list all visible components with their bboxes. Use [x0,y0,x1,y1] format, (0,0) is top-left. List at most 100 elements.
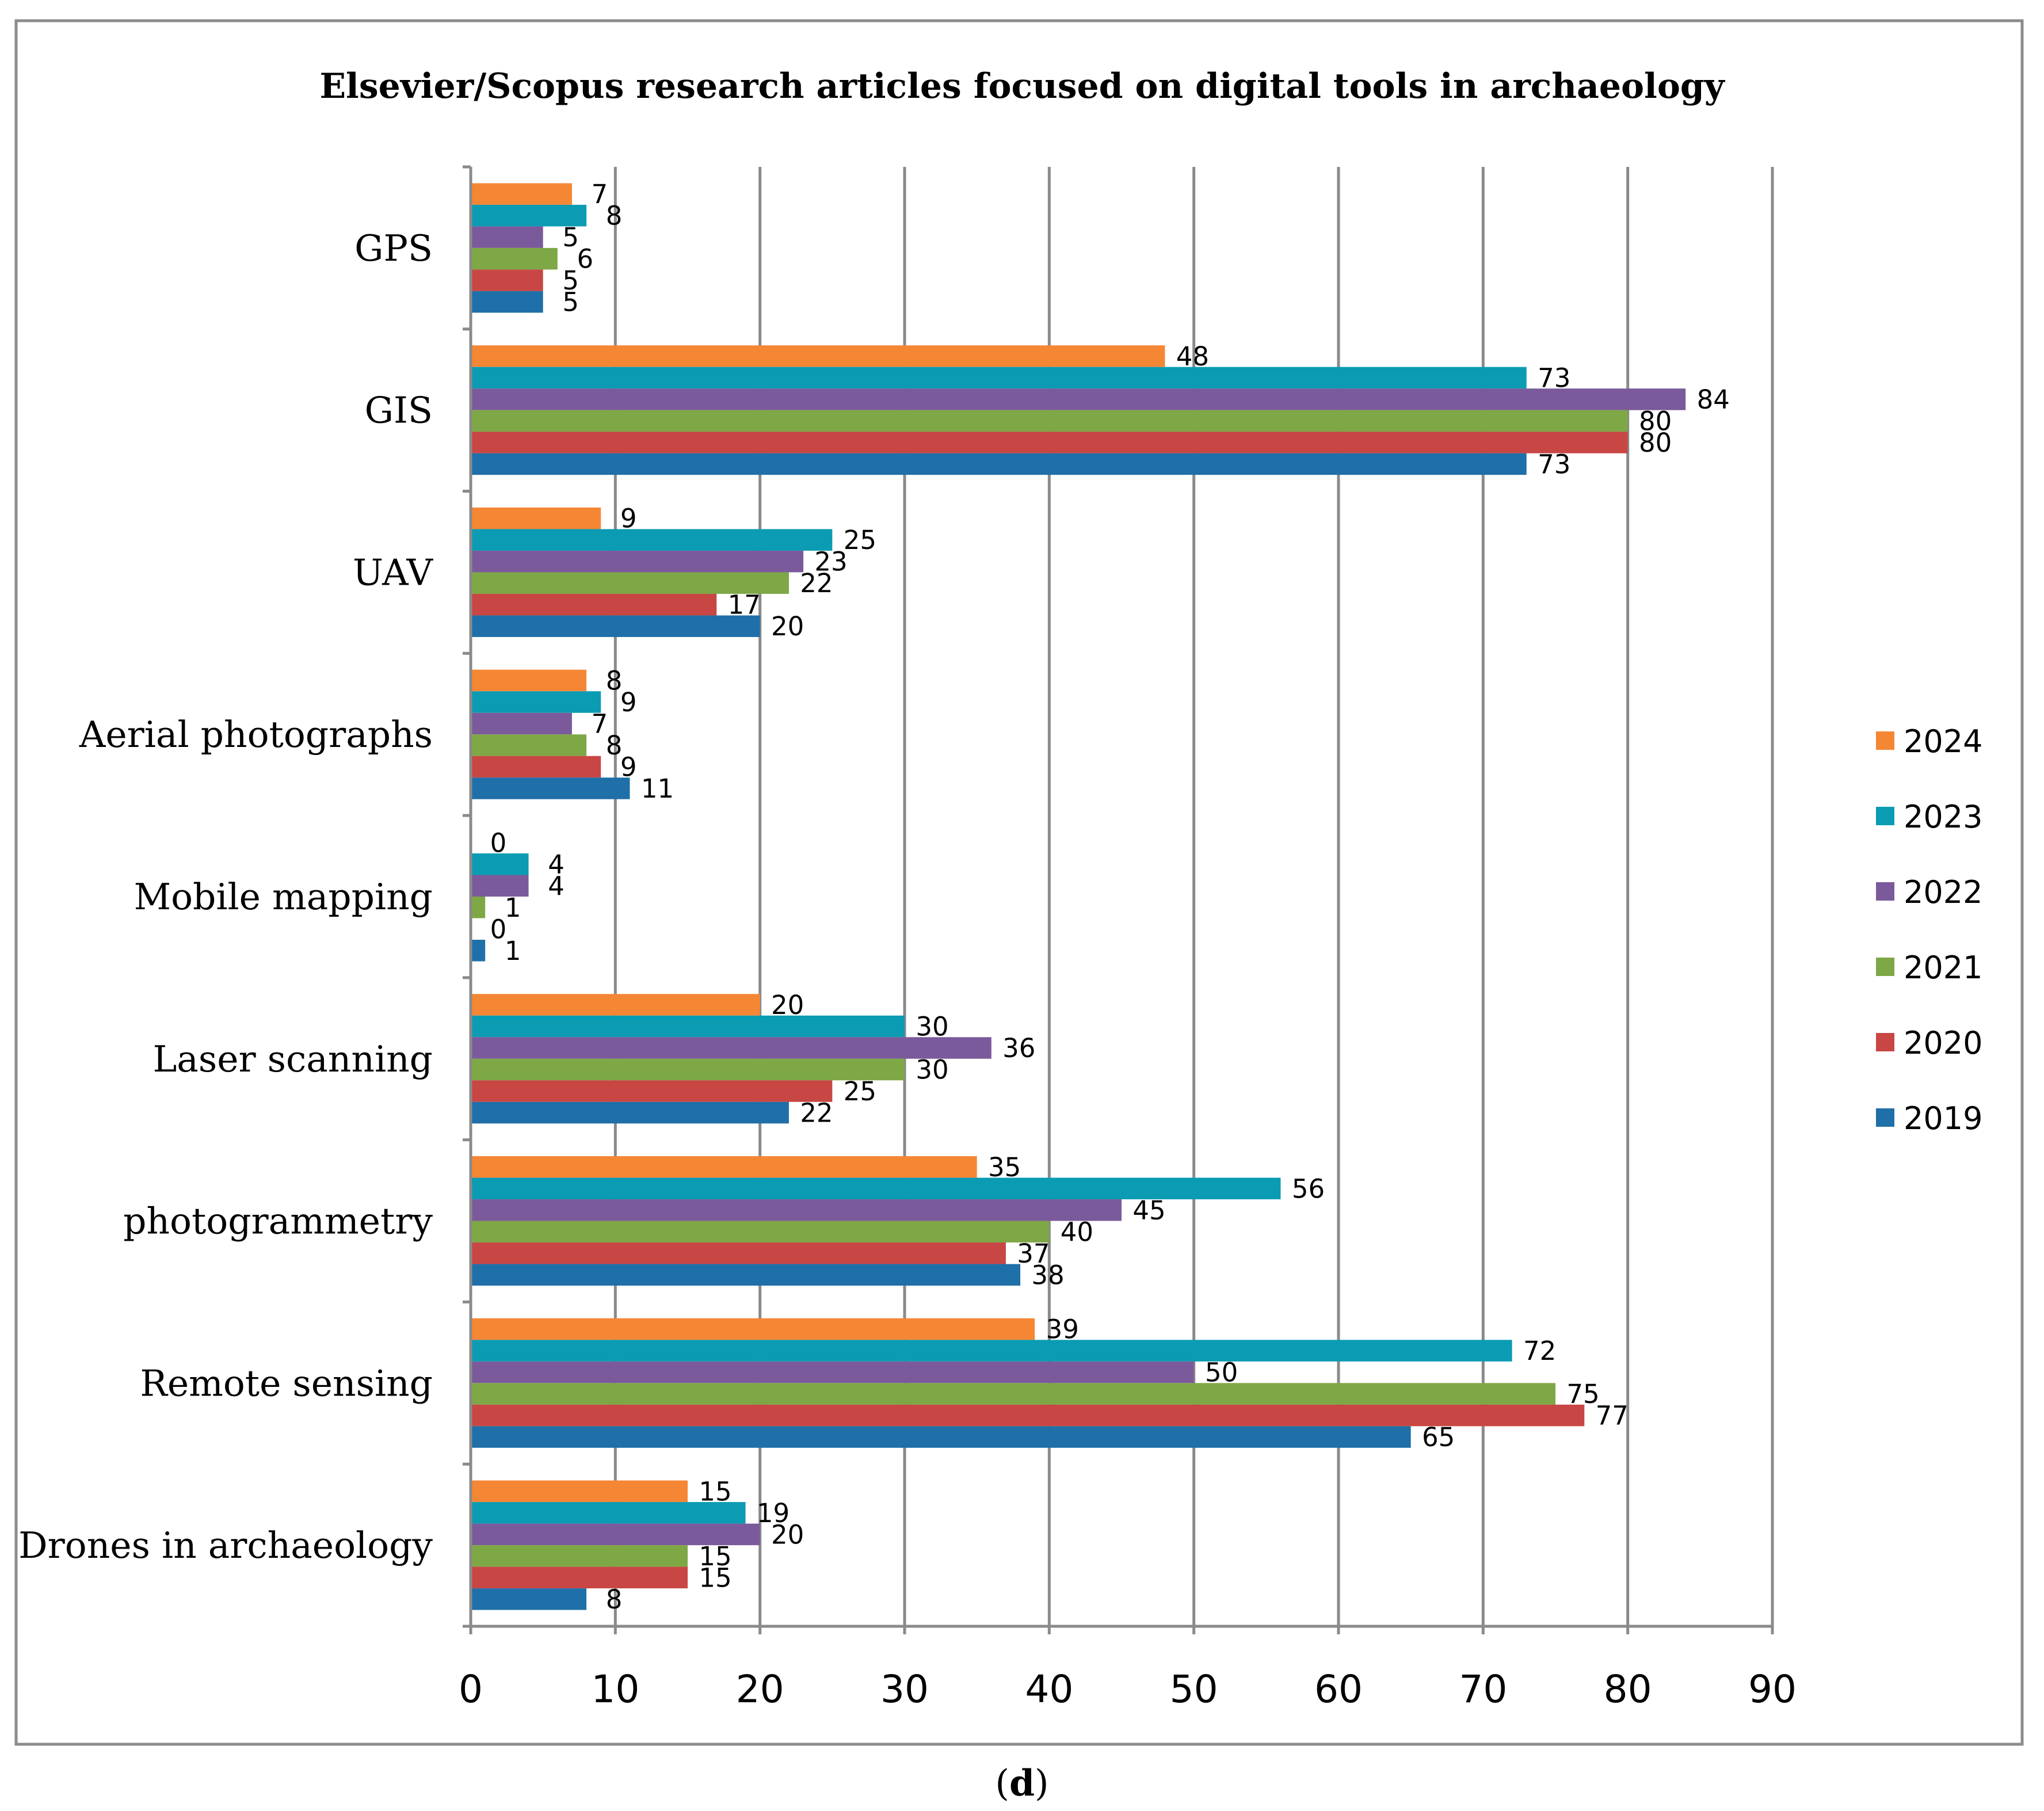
value-label-aerial-photographs-2021: 8 [606,730,623,761]
bar-mobile-mapping-2022 [471,875,529,897]
value-label-remote-sensing-2021: 75 [1566,1379,1599,1409]
value-label-photogrammetry-2020: 37 [1017,1238,1050,1269]
value-label-gps-2021: 6 [577,244,593,274]
value-label-aerial-photographs-2019: 11 [641,773,674,804]
bar-gps-2019 [471,291,543,313]
bar-laser-scanning-2023 [471,1015,905,1038]
value-label-mobile-mapping-2022: 4 [548,871,565,901]
value-label-remote-sensing-2022: 50 [1205,1358,1238,1388]
legend-label-2023: 2023 [1904,799,1982,835]
legend: 2024 2023 2022 2021 2020 2019 [1876,723,1982,1137]
value-label-drones-in-archaeology-2023: 19 [757,1498,790,1528]
legend-swatch-2019 [1876,1108,1894,1127]
legend-label-2019: 2019 [1904,1100,1982,1137]
x-tick-label-10: 10 [591,1667,639,1711]
bar-drones-in-archaeology-2019 [471,1588,587,1610]
legend-swatch-2024 [1876,731,1894,750]
bar-uav-2020 [471,593,717,616]
bar-photogrammetry-2019 [471,1264,1021,1286]
x-tick-label-40: 40 [1025,1667,1073,1711]
bar-aerial-photographs-2024 [471,669,587,692]
bar-remote-sensing-2024 [471,1318,1035,1340]
legend-swatch-2021 [1876,958,1894,976]
value-label-uav-2024: 9 [620,504,637,534]
bar-mobile-mapping-2019 [471,940,486,962]
bar-drones-in-archaeology-2020 [471,1566,688,1589]
value-label-mobile-mapping-2021: 1 [505,893,521,923]
value-label-drones-in-archaeology-2021: 15 [699,1541,731,1572]
caption-letter: d [1009,1762,1035,1804]
category-label-gps: GPS [354,227,433,269]
bar-gis-2019 [471,453,1527,475]
bar-gis-2021 [471,410,1628,432]
bar-remote-sensing-2021 [471,1383,1555,1405]
value-label-gis-2022: 84 [1697,384,1730,415]
chart-frame [14,19,2024,1746]
bar-mobile-mapping-2023 [471,853,529,875]
bars [471,183,1686,1610]
category-label-uav: UAV [353,551,434,593]
value-label-uav-2022: 23 [814,547,847,577]
value-label-uav-2019: 20 [771,611,804,642]
value-label-gis-2020: 80 [1639,428,1672,458]
bar-photogrammetry-2021 [471,1221,1050,1243]
bar-aerial-photographs-2019 [471,777,630,799]
bar-gps-2020 [471,269,543,291]
bar-gps-2022 [471,226,543,248]
value-label-gps-2020: 5 [562,265,579,296]
value-label-mobile-mapping-2020: 0 [490,914,507,944]
bar-laser-scanning-2024 [471,994,760,1016]
value-label-aerial-photographs-2020: 9 [620,752,637,782]
value-label-uav-2023: 25 [844,525,876,555]
value-label-laser-scanning-2022: 36 [1002,1033,1035,1063]
value-label-gis-2019: 73 [1538,449,1570,479]
bar-laser-scanning-2022 [471,1037,992,1059]
value-label-photogrammetry-2019: 38 [1031,1260,1064,1290]
value-label-gps-2024: 7 [592,179,608,209]
value-label-remote-sensing-2023: 72 [1523,1336,1556,1366]
value-label-photogrammetry-2023: 56 [1292,1173,1325,1204]
bar-mobile-mapping-2021 [471,897,486,918]
category-label-gis: GIS [365,390,433,432]
legend-label-2024: 2024 [1904,723,1982,760]
category-label-aerial-photographs: Aerial photographs [79,714,433,756]
bar-drones-in-archaeology-2023 [471,1502,746,1524]
x-tick-label-60: 60 [1314,1667,1363,1711]
caption-close: ) [1035,1762,1049,1804]
value-label-gis-2023: 73 [1538,363,1570,393]
bar-uav-2024 [471,507,601,529]
legend-swatch-2020 [1876,1033,1894,1051]
bar-drones-in-archaeology-2022 [471,1523,760,1546]
x-tick-label-90: 90 [1748,1667,1797,1711]
x-tick-label-50: 50 [1170,1667,1218,1711]
value-label-aerial-photographs-2023: 9 [620,687,637,718]
bar-gis-2024 [471,345,1165,367]
bar-photogrammetry-2022 [471,1199,1122,1221]
bar-drones-in-archaeology-2021 [471,1545,688,1567]
value-label-laser-scanning-2024: 20 [771,990,804,1020]
value-label-drones-in-archaeology-2019: 8 [606,1584,623,1615]
category-label-laser-scanning: Laser scanning [152,1038,433,1080]
bar-remote-sensing-2020 [471,1404,1585,1427]
bar-uav-2021 [471,572,789,594]
value-label-photogrammetry-2024: 35 [988,1152,1021,1183]
value-label-drones-in-archaeology-2022: 20 [771,1519,804,1550]
bar-photogrammetry-2020 [471,1242,1006,1264]
value-label-photogrammetry-2021: 40 [1061,1217,1093,1247]
bar-aerial-photographs-2020 [471,756,601,778]
value-label-uav-2021: 22 [800,568,833,598]
category-label-mobile-mapping: Mobile mapping [134,876,433,918]
bar-gps-2023 [471,204,587,227]
legend-swatch-2023 [1876,807,1894,825]
value-label-drones-in-archaeology-2020: 15 [699,1562,731,1593]
figure-caption: (d) [995,1762,1048,1804]
value-label-remote-sensing-2024: 39 [1046,1314,1079,1345]
bar-remote-sensing-2023 [471,1340,1512,1362]
x-tick-label-0: 0 [459,1667,483,1711]
bar-aerial-photographs-2022 [471,712,572,735]
value-labels: 7856554873848080739252322172089789110441… [490,179,1730,1615]
x-tick-label-80: 80 [1604,1667,1652,1711]
bar-remote-sensing-2019 [471,1426,1411,1448]
